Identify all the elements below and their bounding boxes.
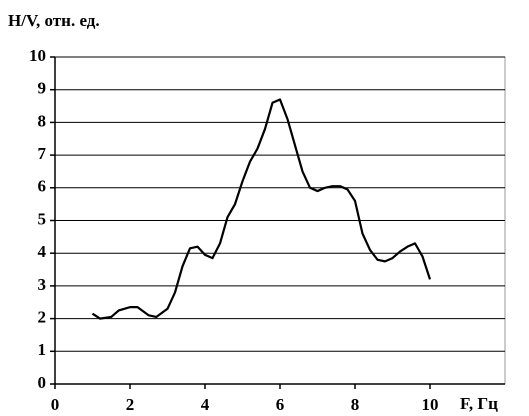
y-tick-label: 0 xyxy=(38,373,47,392)
y-tick-label: 6 xyxy=(38,177,47,196)
x-tick-label: 4 xyxy=(201,395,210,414)
y-tick-label: 8 xyxy=(38,111,47,130)
x-tick-label: 2 xyxy=(126,395,135,414)
x-tick-label: 6 xyxy=(276,395,285,414)
y-tick-label: 10 xyxy=(29,46,46,65)
y-axis-label: H/V, отн. ед. xyxy=(8,11,100,30)
x-tick-label: 10 xyxy=(422,395,439,414)
data-line xyxy=(91,98,432,320)
y-tick-label: 9 xyxy=(38,79,47,98)
y-tick-label: 3 xyxy=(38,275,47,294)
x-axis-label: F, Гц xyxy=(460,394,498,413)
y-tick-label: 2 xyxy=(38,308,47,327)
y-tick-label: 1 xyxy=(38,340,47,359)
y-tick-label: 4 xyxy=(38,242,47,261)
y-tick-label: 7 xyxy=(38,144,47,163)
y-tick-label: 5 xyxy=(38,209,47,228)
x-tick-label: 8 xyxy=(351,395,360,414)
x-tick-label: 0 xyxy=(51,395,60,414)
